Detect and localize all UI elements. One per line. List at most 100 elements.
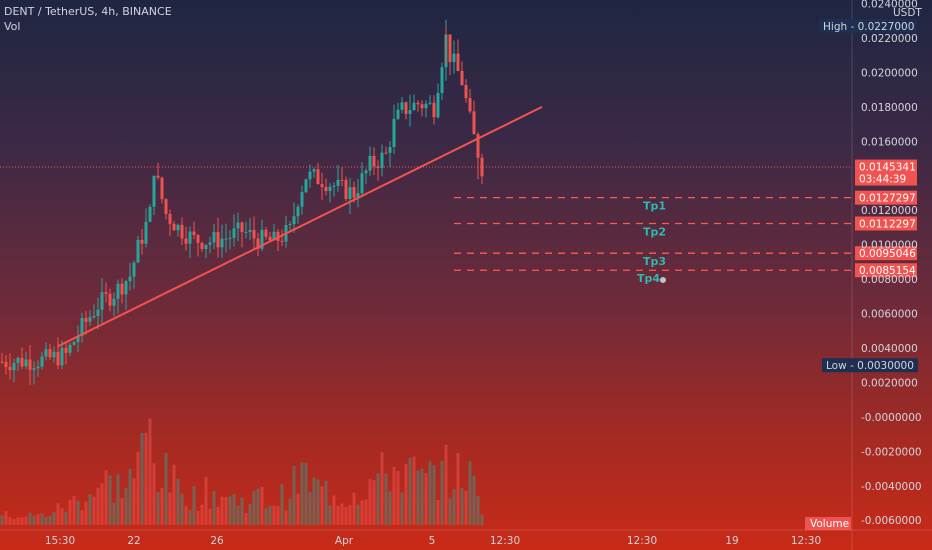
time-tick: 26 — [210, 535, 224, 547]
candle-body — [436, 93, 440, 118]
candle-body — [204, 244, 208, 249]
volume-bar — [152, 463, 156, 525]
volume-bar — [100, 483, 104, 525]
candle-body — [100, 292, 104, 310]
volume-bar — [72, 495, 76, 525]
volume-bar — [44, 516, 48, 525]
candle-body — [52, 351, 56, 358]
volume-bar — [208, 508, 212, 525]
volume-bar — [12, 519, 16, 525]
symbol-title: DENT / TetherUS, 4h, BINANCE — [4, 5, 172, 18]
candle-body — [184, 238, 188, 244]
volume-bar — [404, 463, 408, 525]
candle-body — [160, 177, 164, 200]
volume-bar — [448, 498, 452, 525]
volume-bar — [292, 466, 296, 525]
candle-body — [64, 347, 68, 353]
candle-body — [208, 242, 212, 245]
volume-bar — [96, 487, 100, 525]
volume-bar — [16, 517, 20, 525]
candle-body — [128, 276, 132, 282]
target-price-tag — [855, 190, 917, 205]
candle-body — [344, 179, 348, 199]
candle-body — [8, 366, 12, 371]
volume-bar — [48, 515, 52, 525]
candle-body — [196, 235, 200, 243]
candle-body — [296, 206, 300, 217]
target-label-tp2: Tp2 — [643, 225, 666, 238]
candle-body — [16, 357, 20, 364]
candle-body — [288, 224, 292, 226]
volume-bar — [60, 507, 64, 525]
time-tick: 12:30 — [791, 535, 821, 547]
volume-bar — [344, 506, 348, 525]
target-price-text: 0.0095046 — [859, 248, 916, 260]
volume-bar — [68, 499, 72, 525]
candle-body — [276, 231, 280, 241]
volume-bars — [0, 418, 484, 525]
volume-bar — [188, 510, 192, 525]
candle-body — [380, 152, 384, 169]
volume-bar — [156, 491, 160, 525]
volume-bar — [124, 487, 128, 525]
candle-body — [236, 222, 240, 229]
volume-bar — [128, 468, 132, 525]
candle-body — [464, 84, 468, 99]
candle-body — [448, 34, 452, 63]
candle-body — [56, 351, 60, 366]
candle-body — [456, 53, 460, 71]
price-tick: 0.0220000 — [861, 33, 918, 45]
volume-bar — [228, 496, 232, 525]
candle-body — [308, 171, 312, 180]
candle-body — [104, 292, 108, 294]
volume-bar — [200, 504, 204, 525]
volume-bar — [440, 460, 444, 525]
candle-body — [356, 193, 360, 198]
volume-bar — [204, 476, 208, 525]
volume-bar — [140, 432, 144, 525]
candle-body — [156, 175, 160, 178]
candle-body — [176, 224, 180, 231]
candle-body — [440, 67, 444, 94]
candle-body — [292, 216, 296, 225]
volume-bar — [336, 505, 340, 525]
candle-body — [340, 179, 344, 181]
target-price-text: 0.0085154 — [859, 265, 916, 277]
volume-bar — [464, 490, 468, 525]
volume-bar — [368, 478, 372, 525]
volume-bar — [244, 513, 248, 525]
volume-tag-text: Volume — [810, 518, 849, 530]
time-tick: 19 — [725, 535, 738, 547]
candle-body — [480, 157, 484, 177]
candle-body — [80, 317, 84, 337]
candle-body — [68, 344, 72, 353]
candle-body — [144, 221, 148, 244]
candle-body — [240, 222, 244, 233]
candle-body — [132, 262, 136, 277]
candle-body — [432, 102, 436, 118]
volume-bar — [340, 503, 344, 525]
candle-body — [332, 185, 336, 187]
candle-body — [316, 169, 320, 185]
volume-bar — [436, 499, 440, 525]
price-tick: 0.0160000 — [861, 136, 918, 148]
candle-body — [12, 363, 16, 371]
time-tick: 12:30 — [490, 535, 520, 547]
candle-body — [232, 228, 236, 238]
candle-body — [180, 224, 184, 239]
candle-body — [60, 347, 64, 366]
target-price-text: 0.0127297 — [859, 193, 916, 205]
candle-body — [388, 147, 392, 153]
candle-body — [264, 229, 268, 237]
candle-body — [120, 283, 124, 295]
volume-bar — [308, 492, 312, 525]
volume-bar — [412, 456, 416, 525]
candle-body — [268, 236, 272, 241]
volume-bar — [376, 473, 380, 525]
high-tag — [819, 18, 917, 33]
time-tick: 22 — [127, 535, 140, 547]
volume-bar — [268, 505, 272, 525]
volume-bar — [192, 485, 196, 525]
